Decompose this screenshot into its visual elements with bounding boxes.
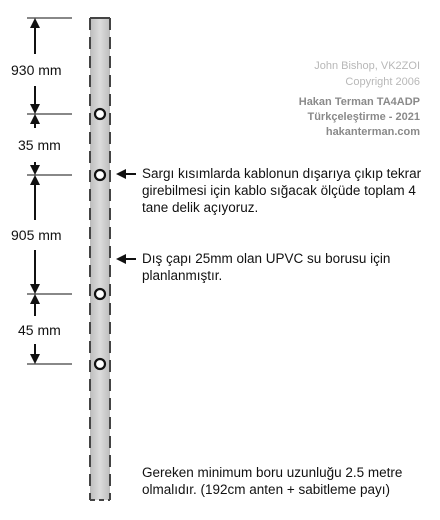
extension-lines [27, 17, 72, 365]
upvc-pipe [89, 17, 111, 501]
dimension-45-arrow [30, 294, 40, 364]
pipe-hole-3 [93, 287, 107, 301]
credit-translator: Hakan Terman TA4ADP [298, 96, 420, 108]
credit-translation: Türkçeleştirme - 2021 [307, 111, 420, 123]
pipe-hole-4 [93, 357, 107, 371]
credit-copyright: Copyright 2006 [345, 76, 420, 88]
dimension-905-label: 905 mm [11, 227, 62, 243]
dimension-905-arrow [30, 175, 40, 294]
credit-original-author: John Bishop, VK2ZOI [314, 60, 420, 72]
note-pointer-pipe [116, 254, 136, 264]
note-pipe: Dış çapı 25mm olan UPVC su borusu için p… [142, 251, 391, 283]
note-length: Gereken minimum boru uzunluğu 2.5 metre … [142, 465, 403, 497]
pipe-hole-2 [93, 168, 107, 182]
dimension-930-label: 930 mm [11, 62, 62, 78]
note-holes: Sargı kısımlarda kablonun dışarıya çıkıp… [142, 166, 422, 215]
dimension-930-arrow [30, 18, 40, 114]
credit-website: hakanterman.com [325, 126, 420, 138]
dimension-35-arrow [30, 114, 40, 175]
note-pointer-holes [116, 169, 136, 179]
pipe-hole-1 [93, 107, 107, 121]
dimension-35-label: 35 mm [18, 137, 61, 153]
dimension-45-label: 45 mm [18, 322, 61, 338]
